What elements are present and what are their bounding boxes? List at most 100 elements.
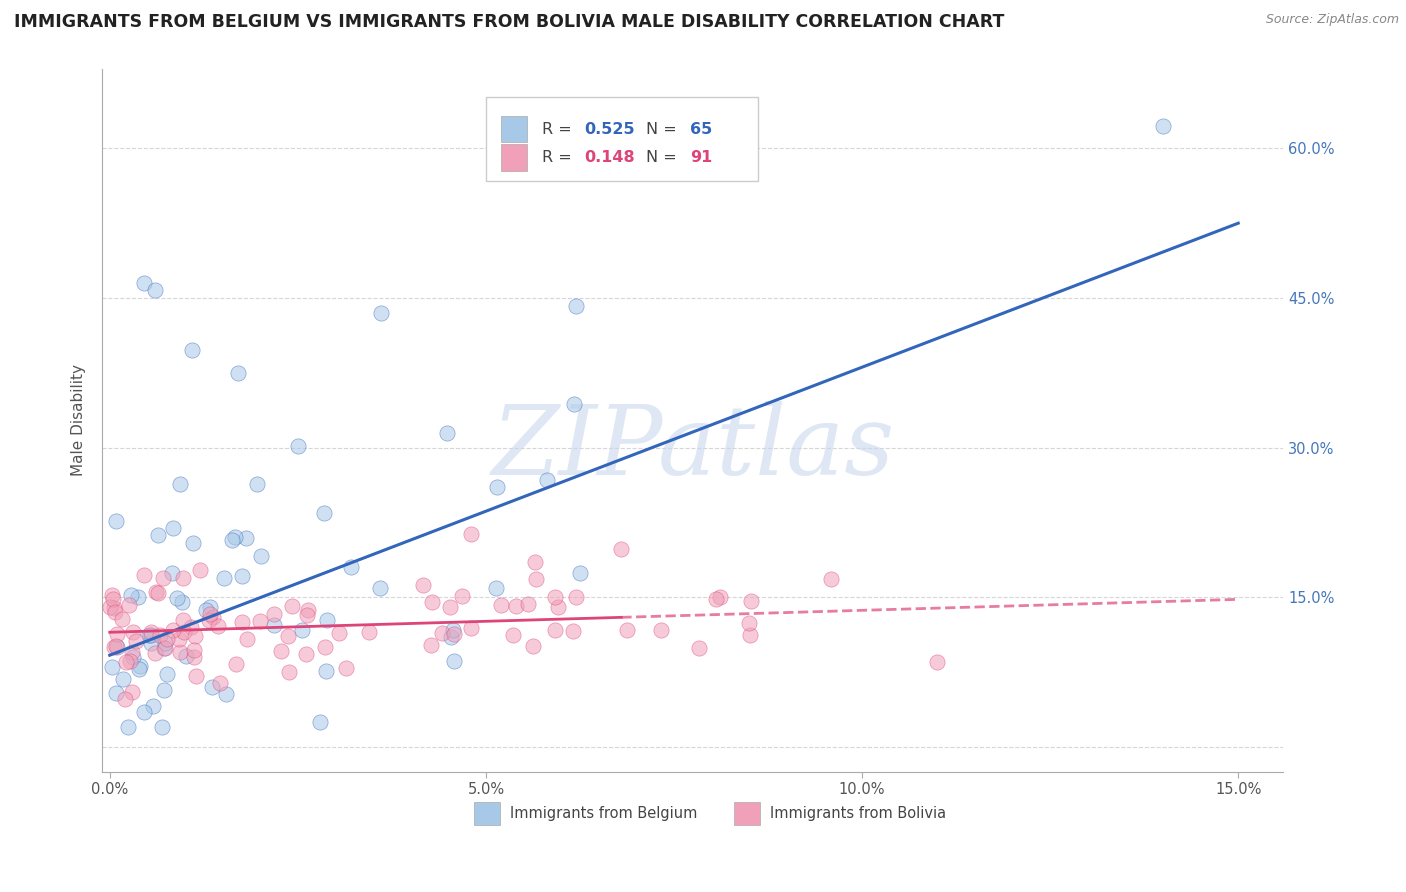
Point bbox=[432, 626, 454, 640]
Point bbox=[145, 584, 167, 599]
Point bbox=[184, 668, 207, 682]
Text: 65: 65 bbox=[690, 121, 713, 136]
Point bbox=[709, 590, 731, 604]
Text: R =: R = bbox=[541, 121, 576, 136]
Point bbox=[565, 299, 588, 313]
Point bbox=[162, 624, 184, 638]
Point bbox=[115, 655, 138, 669]
Point bbox=[224, 531, 246, 545]
Point bbox=[564, 397, 586, 411]
FancyBboxPatch shape bbox=[734, 802, 761, 825]
Point bbox=[412, 578, 434, 592]
Point bbox=[169, 477, 191, 491]
Point bbox=[287, 439, 309, 453]
Point bbox=[277, 665, 299, 680]
Point bbox=[524, 572, 547, 586]
Point bbox=[121, 685, 143, 699]
Point bbox=[235, 632, 257, 646]
Point bbox=[142, 698, 165, 713]
Point bbox=[359, 624, 381, 639]
Point bbox=[111, 612, 134, 626]
Point bbox=[139, 636, 162, 650]
Point bbox=[547, 599, 569, 614]
Point bbox=[114, 692, 136, 706]
Point bbox=[451, 589, 474, 603]
Point bbox=[167, 632, 190, 646]
Point bbox=[170, 595, 193, 609]
Point bbox=[181, 343, 204, 357]
Y-axis label: Male Disability: Male Disability bbox=[72, 364, 86, 476]
Point bbox=[103, 640, 125, 654]
Point bbox=[100, 588, 122, 602]
Point bbox=[103, 605, 125, 619]
Point bbox=[291, 624, 314, 638]
Point bbox=[312, 506, 335, 520]
Point bbox=[420, 595, 443, 609]
Point bbox=[315, 664, 337, 678]
Point bbox=[162, 566, 184, 580]
Point bbox=[740, 593, 762, 607]
Text: IMMIGRANTS FROM BELGIUM VS IMMIGRANTS FROM BOLIVIA MALE DISABILITY CORRELATION C: IMMIGRANTS FROM BELGIUM VS IMMIGRANTS FR… bbox=[14, 13, 1004, 31]
Point bbox=[156, 666, 179, 681]
Text: N =: N = bbox=[645, 150, 682, 165]
Point bbox=[156, 632, 179, 647]
Point bbox=[176, 648, 198, 663]
Point bbox=[103, 601, 125, 615]
Point bbox=[485, 581, 508, 595]
Point bbox=[485, 480, 508, 494]
Point bbox=[489, 598, 512, 612]
Point bbox=[101, 660, 124, 674]
Point bbox=[440, 630, 463, 644]
Point bbox=[207, 618, 229, 632]
Point bbox=[460, 527, 482, 541]
Point bbox=[101, 591, 124, 606]
Point bbox=[153, 640, 176, 655]
Point bbox=[201, 680, 224, 694]
Point bbox=[152, 571, 174, 585]
Point bbox=[111, 672, 134, 686]
Point bbox=[105, 626, 128, 640]
Point bbox=[235, 531, 257, 545]
Point bbox=[105, 514, 128, 528]
Point bbox=[561, 624, 583, 638]
Point bbox=[138, 628, 160, 642]
Point bbox=[650, 623, 672, 637]
Point bbox=[536, 473, 558, 487]
Text: 0.525: 0.525 bbox=[583, 121, 634, 136]
Point bbox=[146, 528, 169, 542]
Point bbox=[221, 533, 243, 548]
Point bbox=[198, 607, 221, 621]
Point bbox=[294, 647, 316, 661]
Point bbox=[150, 720, 173, 734]
Point bbox=[121, 644, 143, 658]
Point bbox=[335, 660, 357, 674]
Text: ZIPatlas: ZIPatlas bbox=[491, 401, 894, 495]
Point bbox=[132, 705, 155, 719]
Point bbox=[516, 598, 538, 612]
Point bbox=[263, 617, 285, 632]
Point bbox=[118, 598, 141, 612]
Point bbox=[166, 591, 188, 605]
Point bbox=[315, 613, 337, 627]
Point bbox=[231, 569, 253, 583]
Point bbox=[198, 614, 221, 628]
Point bbox=[104, 685, 127, 699]
Point bbox=[146, 586, 169, 600]
Point bbox=[704, 592, 727, 607]
Point bbox=[441, 624, 464, 638]
Point bbox=[143, 283, 166, 297]
Point bbox=[281, 599, 304, 613]
Point bbox=[502, 628, 524, 642]
Point bbox=[117, 720, 139, 734]
Point bbox=[188, 563, 211, 577]
Point bbox=[544, 623, 567, 637]
Point bbox=[569, 566, 592, 581]
Text: 91: 91 bbox=[690, 150, 713, 165]
Point bbox=[141, 628, 163, 642]
Point bbox=[505, 599, 527, 613]
Point bbox=[195, 602, 218, 616]
Point bbox=[208, 675, 231, 690]
Point bbox=[820, 573, 842, 587]
FancyBboxPatch shape bbox=[474, 802, 501, 825]
Point bbox=[172, 571, 194, 585]
